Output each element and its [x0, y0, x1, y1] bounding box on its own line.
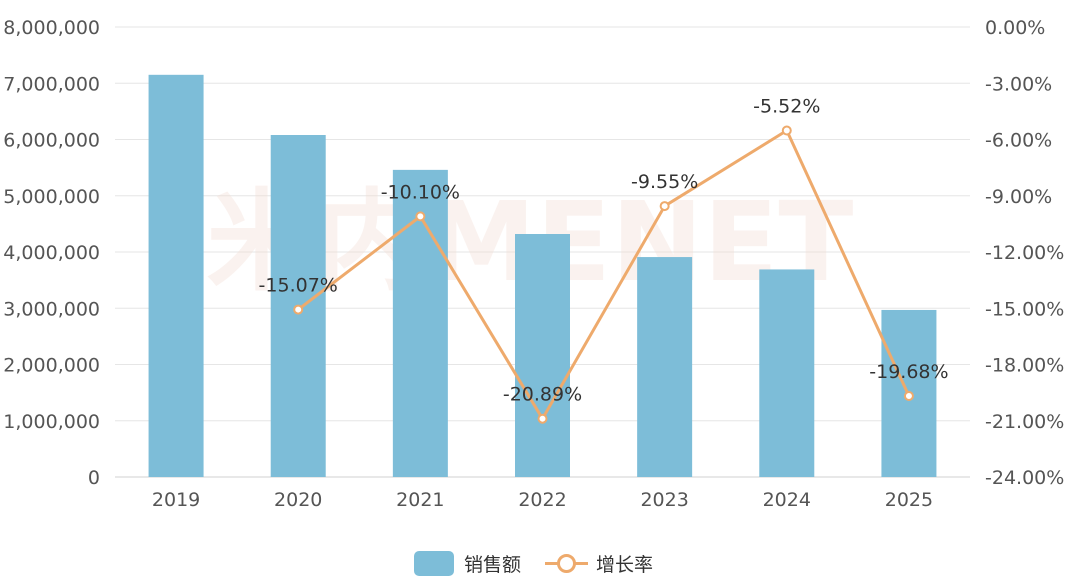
- bar: [515, 234, 570, 477]
- right-tick-label: -15.00%: [985, 298, 1064, 320]
- right-tick-label: -9.00%: [985, 186, 1052, 208]
- right-tick-label: 0.00%: [985, 17, 1045, 39]
- left-tick-label: 5,000,000: [3, 186, 100, 208]
- line-point: [537, 413, 548, 424]
- data-label: -9.55%: [631, 171, 698, 193]
- x-tick-label: 2023: [640, 489, 688, 511]
- left-tick-label: 1,000,000: [3, 411, 100, 433]
- right-tick-label: -12.00%: [985, 242, 1064, 264]
- legend-line-label: 增长率: [596, 554, 653, 576]
- line-point: [903, 391, 914, 401]
- data-label: -10.10%: [381, 181, 460, 203]
- legend-bar-swatch: [414, 551, 454, 576]
- left-tick-label: 4,000,000: [3, 242, 100, 264]
- left-tick-label: 2,000,000: [3, 355, 100, 377]
- line-point: [415, 211, 426, 222]
- growth-line: [297, 129, 911, 421]
- x-tick-label: 2021: [396, 489, 444, 511]
- left-tick-label: 0: [88, 467, 100, 489]
- legend: 销售额 增长率: [414, 551, 653, 576]
- left-tick-label: 3,000,000: [3, 298, 100, 320]
- line-point: [659, 201, 670, 212]
- bar: [759, 269, 815, 477]
- x-tick-label: 2020: [274, 489, 322, 511]
- x-tick-label: 2019: [152, 489, 200, 511]
- right-tick-label: -24.00%: [985, 467, 1064, 489]
- right-tick-label: -6.00%: [985, 130, 1052, 152]
- bar: [148, 74, 204, 477]
- line-series: -15.07% -10.10% -20.89% -9.55% -5.52% -19.68%: [259, 96, 949, 424]
- left-tick-label: 6,000,000: [3, 130, 100, 152]
- right-tick-label: -21.00%: [985, 411, 1064, 433]
- data-label: -19.68%: [869, 361, 948, 383]
- data-label: -5.52%: [753, 96, 820, 118]
- right-axis: -24.00% -21.00% -18.00% -15.00% -12.00% -9.00…: [985, 17, 1064, 489]
- right-tick-label: -3.00%: [985, 73, 1052, 95]
- line-point: [781, 125, 792, 136]
- left-tick-label: 8,000,000: [3, 17, 100, 39]
- left-axis: 0 1,000,000 2,000,000 3,000,000 4,000,000 5,0…: [3, 17, 100, 489]
- bar-series: [148, 74, 937, 477]
- left-tick-label: 7,000,000: [3, 73, 100, 95]
- line-point: [293, 304, 304, 315]
- x-tick-label: 2025: [885, 489, 933, 511]
- x-tick-label: 2022: [518, 489, 566, 511]
- x-tick-label: 2024: [763, 489, 811, 511]
- legend-line-marker: [557, 554, 576, 573]
- data-label: -20.89%: [503, 384, 582, 406]
- x-axis: 2019 2020 2021 2022 2023 2024 2025: [152, 489, 933, 511]
- data-label: -15.07%: [259, 275, 338, 297]
- legend-bar-label: 销售额: [464, 554, 521, 576]
- bar: [637, 257, 693, 477]
- right-tick-label: -18.00%: [985, 355, 1064, 377]
